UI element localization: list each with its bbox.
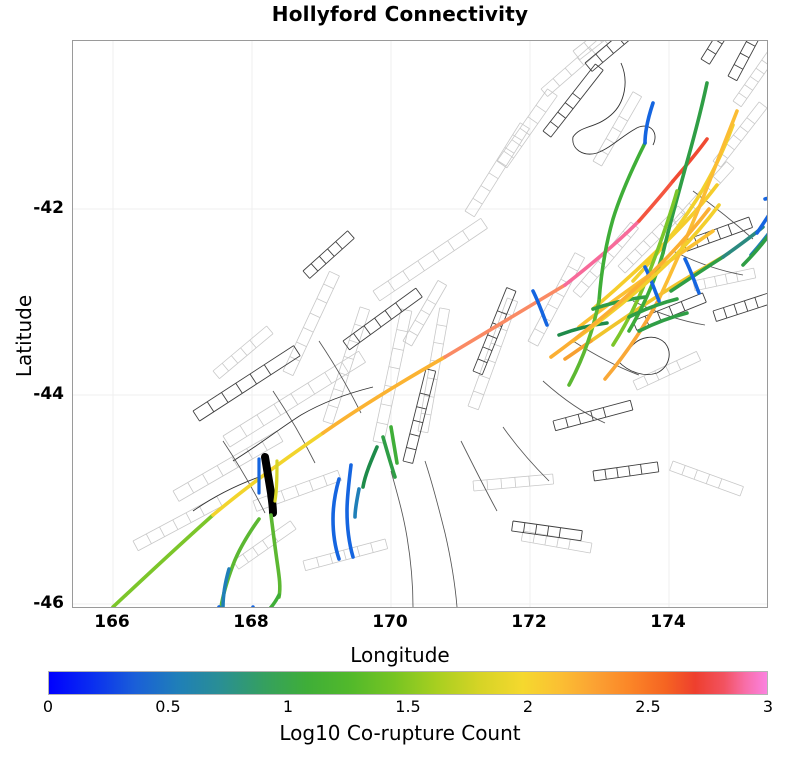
green-fault-e-1: [749, 232, 767, 257]
colorbar-tick-5: 2.5: [635, 697, 661, 716]
colorbar-tick-2: 1: [282, 697, 294, 716]
gridlines: [73, 41, 767, 607]
ytick-label-2: -46: [33, 593, 64, 613]
green-fault-moonlight-b: [219, 517, 261, 607]
green-fault-moonlight: [269, 513, 282, 599]
green-fault-nw-top: [643, 101, 655, 145]
xtick-label-1: 168: [233, 612, 269, 632]
colorbar-tick-4: 2: [522, 697, 534, 716]
map-canvas: [73, 41, 767, 607]
fault-network-traces: [222, 190, 754, 607]
figure-title: Hollyford Connectivity: [271, 2, 529, 26]
alpine-fault-seg6: [637, 179, 675, 223]
needles-fault: [755, 214, 767, 235]
green-fault-e-1b: [741, 234, 767, 267]
xtick-label-3: 172: [511, 612, 547, 632]
colorbar-container[interactable]: 0 0.5 1 1.5 2 2.5 3: [43, 671, 773, 716]
y-axis-title: Latitude: [12, 294, 36, 378]
fault-map-svg: [73, 41, 767, 607]
alpine-fault-north: [671, 137, 709, 183]
coastline: [192, 62, 670, 512]
map-plot-area[interactable]: [72, 40, 768, 608]
hollyford-yellow-e: [273, 459, 279, 503]
green-fault-nw-2: [661, 81, 709, 255]
colored-traces-overlay: [549, 203, 721, 359]
colorbar-title: Log10 Co-rupture Count: [279, 721, 521, 745]
xtick-label-0: 166: [94, 612, 130, 632]
xtick-label-2: 170: [372, 612, 408, 632]
colorbar-tick-0: 0: [42, 697, 54, 716]
green-fault-mid-3: [637, 311, 689, 333]
green-fault-nw-2b: [627, 251, 665, 333]
hollyford-black: [261, 453, 277, 517]
colored-corupture-traces: [111, 81, 767, 607]
colorbar-tick-1: 0.5: [155, 697, 181, 716]
orange-fault-nw: [657, 109, 739, 301]
teal-seg-sw: [221, 567, 231, 607]
colorbar-gradient[interactable]: [48, 671, 768, 695]
green-fault-moonlight-c: [268, 593, 281, 607]
background-fault-sections-light: [132, 41, 767, 572]
blue-fault-central-1: [331, 477, 341, 561]
blue-seg-mid-2: [683, 257, 701, 295]
green-fault-nw-1b: [567, 299, 601, 387]
blue-seg-ne-2: [763, 196, 767, 201]
colorbar-tick-3: 1.5: [395, 697, 421, 716]
teal-seg-central: [353, 487, 361, 519]
ytick-label-1: -44: [33, 384, 64, 404]
blue-seg-mid-1: [643, 265, 661, 303]
ytick-label-0: -42: [33, 198, 64, 218]
green-fault-central: [389, 425, 399, 465]
blue-fault-central-2: [345, 463, 355, 559]
xtick-label-4: 174: [650, 612, 686, 632]
green-fault-mid-2: [627, 297, 679, 319]
blue-seg-se-1: [531, 289, 549, 327]
green-fault-nw-1: [597, 141, 647, 303]
green-fault-central-c: [361, 445, 379, 489]
green-fault-se-1: [557, 321, 609, 337]
alpine-fault-seg3: [321, 355, 447, 435]
alpine-fault-seg4: [443, 283, 567, 359]
x-axis-title: Longitude: [350, 643, 450, 667]
colorbar-tick-6: 3: [762, 697, 774, 716]
green-fault-central-b: [381, 435, 397, 479]
kekerengu-fault: [669, 255, 725, 293]
alpine-fault-main: [111, 513, 215, 607]
orange-fault-long-ne: [549, 207, 711, 359]
